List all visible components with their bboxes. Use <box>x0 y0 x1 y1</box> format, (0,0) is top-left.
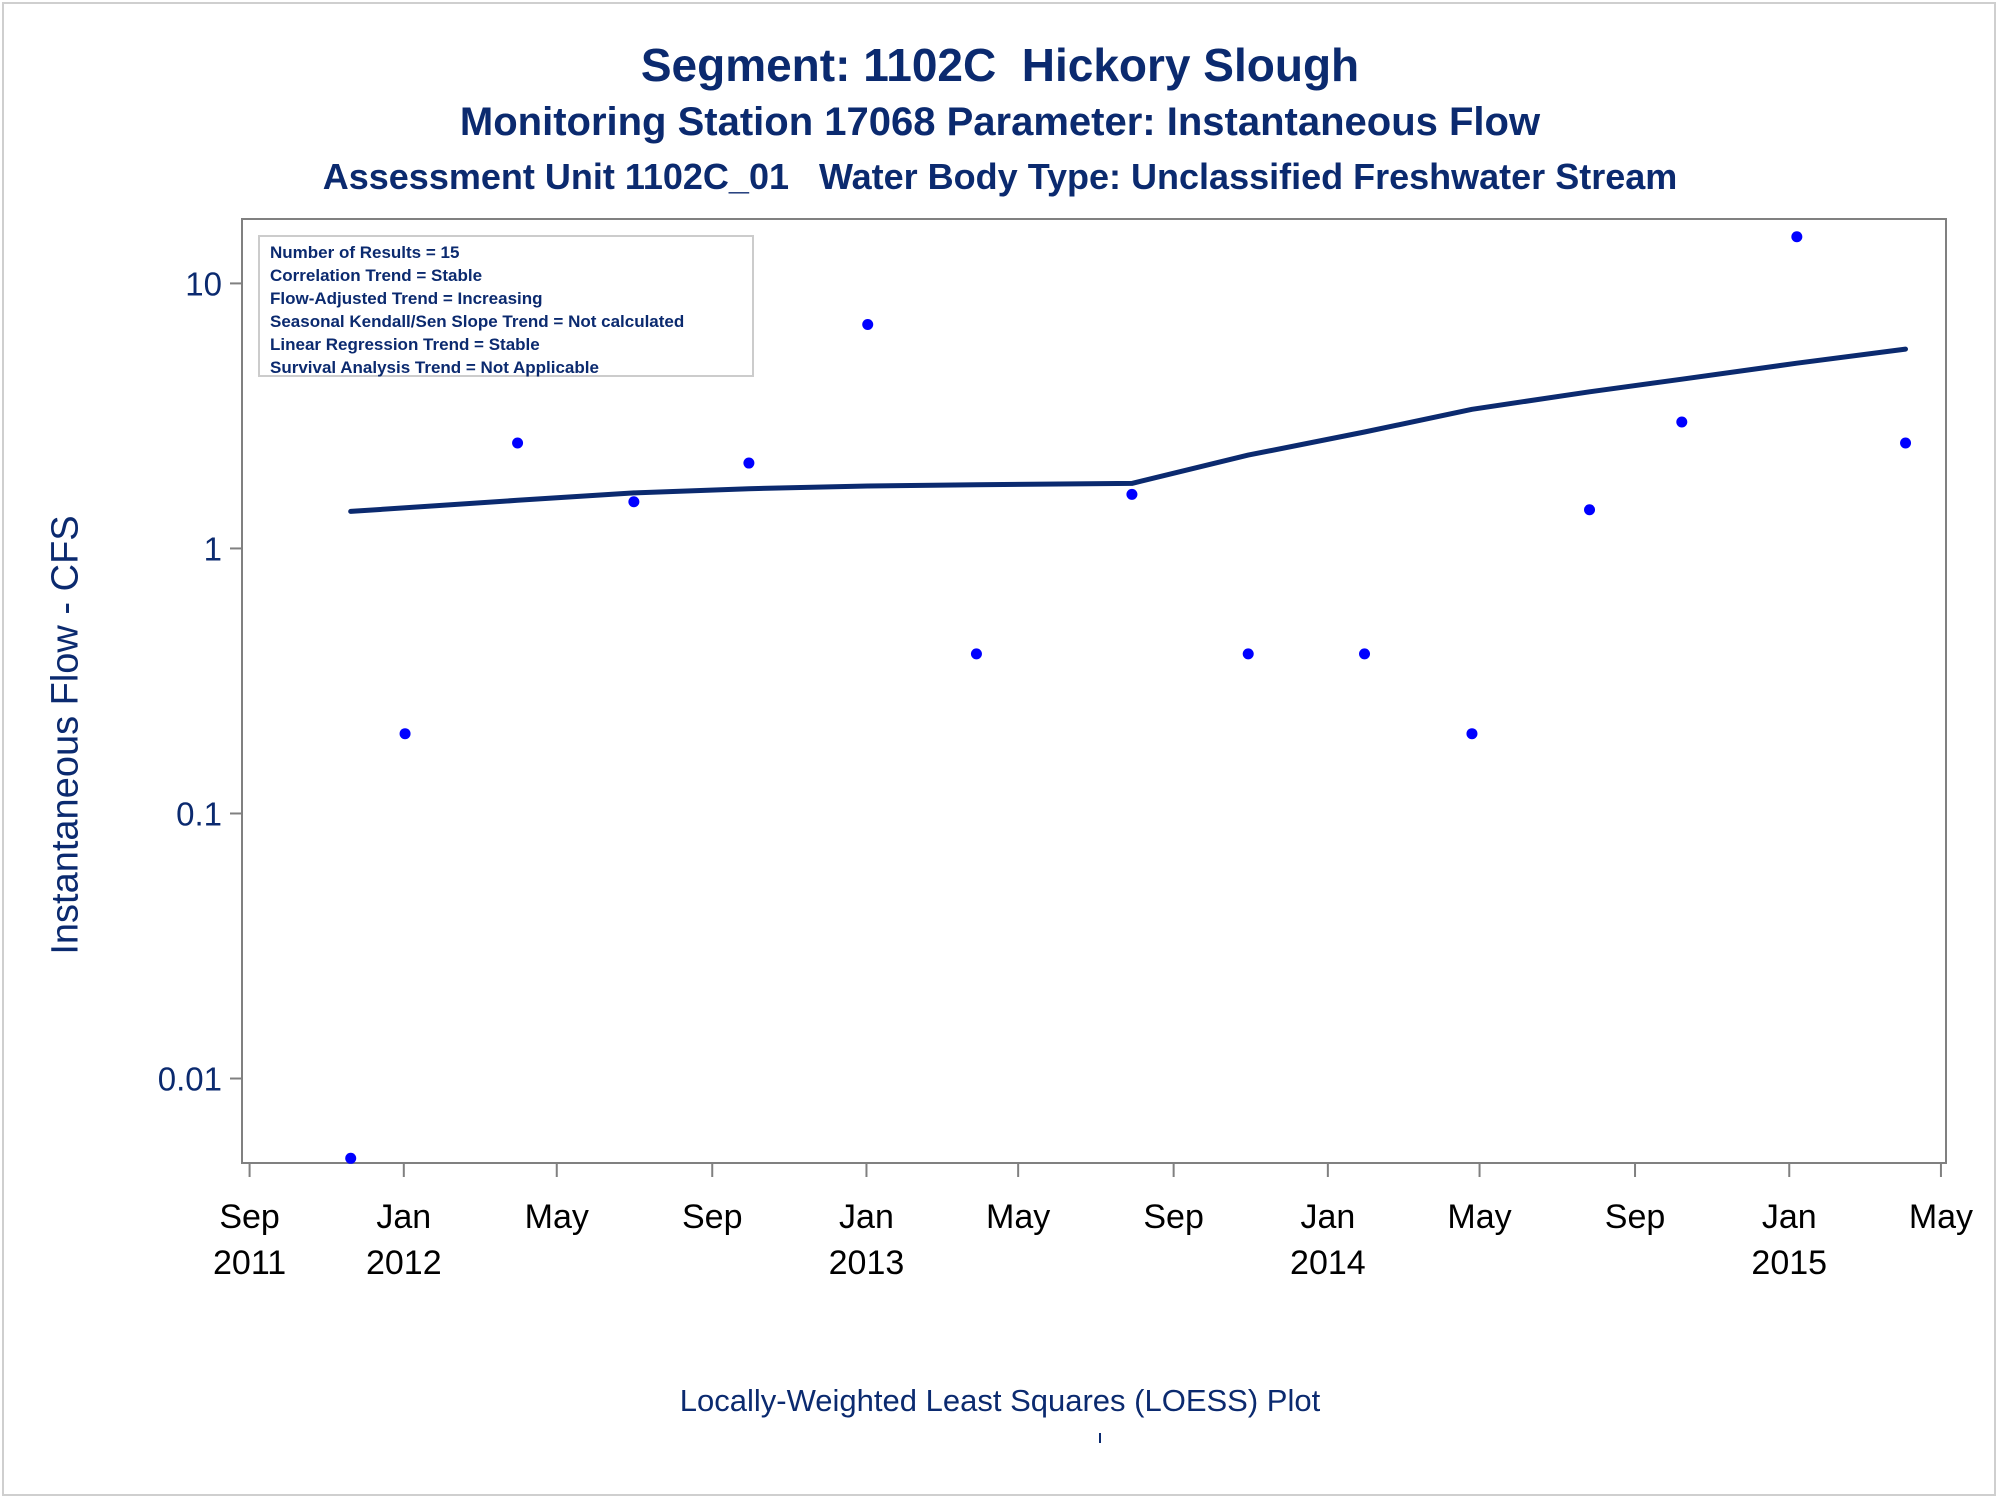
legend-entry: Flow-Adjusted Trend = Increasing <box>270 289 543 308</box>
x-tick-label-month: Sep <box>1605 1198 1666 1236</box>
legend-entry: Number of Results = 15 <box>270 243 460 262</box>
y-tick-label: 10 <box>185 265 222 302</box>
stats-legend: Number of Results = 15 Correlation Trend… <box>258 235 754 377</box>
legend-entry: Linear Regression Trend = Stable <box>270 335 540 354</box>
x-tick-label-year: 2015 <box>1751 1244 1827 1282</box>
data-point <box>1676 416 1688 428</box>
loess-trend-line <box>348 346 1908 514</box>
plot-type-footnote: Locally-Weighted Least Squares (LOESS) P… <box>679 1383 1321 1418</box>
x-tick-label-month: Sep <box>219 1198 280 1236</box>
chart-title: Segment: 1102C Hickory Slough <box>640 39 1360 91</box>
footnote-tick-mark <box>1099 1433 1101 1443</box>
x-tick-label-month: Sep <box>682 1198 743 1236</box>
x-tick-label-month: May <box>1909 1198 1973 1236</box>
x-tick-label-month: Jan <box>376 1198 431 1236</box>
data-point <box>399 728 411 740</box>
x-tick-label-month: May <box>525 1198 589 1236</box>
x-tick-label-month: May <box>1447 1198 1511 1236</box>
x-tick-label-year: 2013 <box>829 1244 905 1282</box>
data-point <box>1900 437 1912 449</box>
chart-subtitle-station: Monitoring Station 17068 Parameter: Inst… <box>459 100 1541 144</box>
x-tick-label-month: Jan <box>839 1198 894 1236</box>
data-point <box>628 496 640 508</box>
data-point <box>1584 504 1596 516</box>
y-axis-label: Instantaneous Flow - CFS <box>44 515 87 955</box>
data-point <box>512 437 524 449</box>
data-point <box>1466 728 1478 740</box>
y-tick-label: 1 <box>204 530 222 567</box>
x-tick-label-month: Jan <box>1300 1198 1355 1236</box>
x-tick-label-year: 2011 <box>213 1244 286 1282</box>
y-tick-label: 0.01 <box>158 1061 222 1098</box>
data-point <box>862 318 874 330</box>
data-point <box>970 648 982 660</box>
x-tick-label-month: Jan <box>1762 1198 1817 1236</box>
x-tick-label-month: Sep <box>1143 1198 1204 1236</box>
legend-entry: Correlation Trend = Stable <box>270 266 483 285</box>
data-point <box>743 457 755 469</box>
data-point <box>1126 488 1138 500</box>
data-point <box>345 1152 357 1164</box>
legend-entry: Survival Analysis Trend = Not Applicable <box>270 358 599 377</box>
data-point <box>1359 648 1371 660</box>
y-tick-label: 0.1 <box>176 795 222 832</box>
data-point <box>1791 231 1803 243</box>
x-tick-label-year: 2014 <box>1290 1244 1366 1282</box>
legend-entry: Seasonal Kendall/Sen Slope Trend = Not c… <box>270 312 685 331</box>
x-tick-label-year: 2012 <box>366 1244 442 1282</box>
data-point <box>1242 648 1254 660</box>
x-tick-label-month: May <box>986 1198 1050 1236</box>
chart-subtitle-assessment-unit: Assessment Unit 1102C_01 Water Body Type… <box>322 156 1678 197</box>
